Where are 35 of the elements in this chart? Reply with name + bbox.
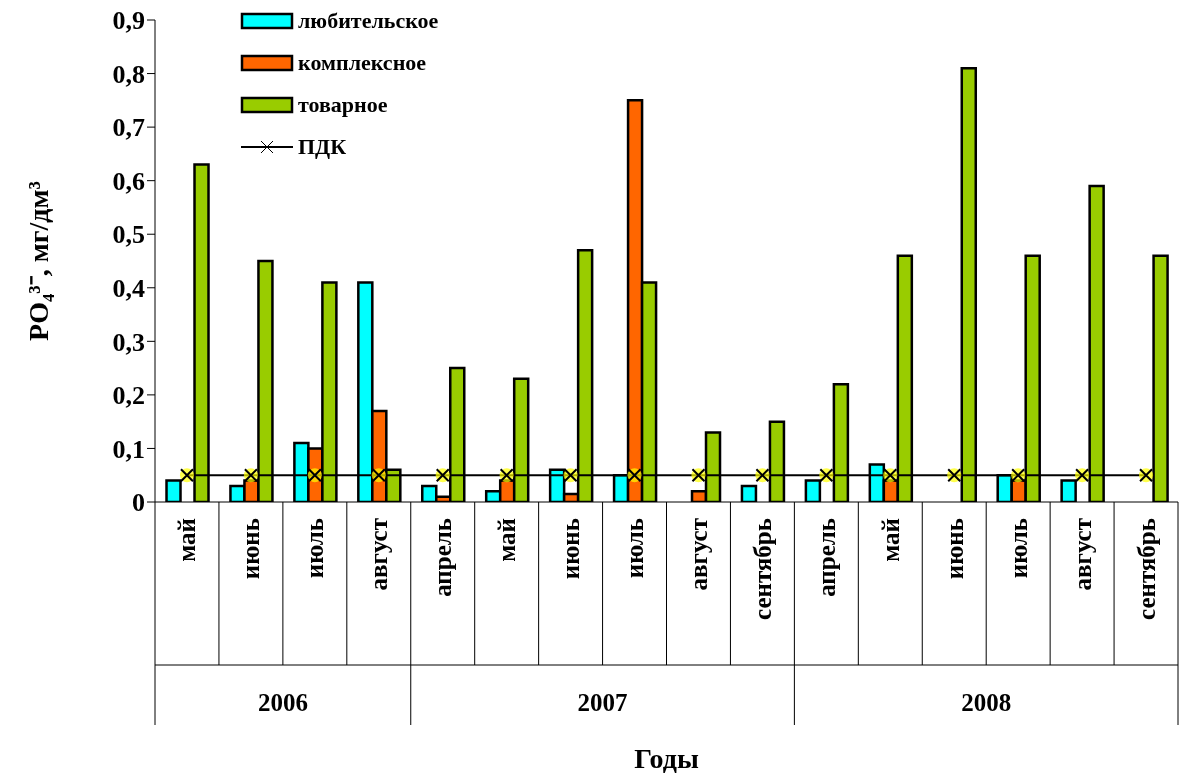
y-tick-label: 0: [132, 488, 145, 518]
y-tick-label: 0,9: [112, 6, 145, 36]
text: 2007: [577, 688, 628, 716]
x-tick-label: июль: [301, 518, 329, 579]
y-tick-label: 0,7: [112, 113, 145, 143]
x-tick-label: июль: [1004, 518, 1032, 579]
x-tick-label: апрель: [812, 518, 840, 597]
y-tick-label: 0,8: [112, 59, 145, 89]
x-tick-label: май: [493, 518, 521, 562]
y-tick-label: 0,3: [112, 327, 145, 357]
legend-label: комплексное: [298, 50, 427, 76]
x-axis-title: Годы: [634, 742, 699, 774]
x-tick-label: июнь: [237, 518, 265, 580]
x-tick-label: апрель: [429, 518, 457, 597]
x-tick-label: май: [876, 518, 904, 562]
x-tick-label: сентябрь: [748, 518, 776, 621]
x-tick-label: июль: [621, 518, 649, 579]
y-tick-label: 0,6: [112, 166, 145, 196]
y-axis-title: PO₄³⁻, мг/дм³: [22, 181, 54, 341]
x-tick-label: август: [1068, 518, 1096, 591]
x-tick-label: май: [173, 518, 201, 562]
x-tick-label: сентябрь: [1132, 518, 1160, 621]
x-tick-label: июнь: [940, 518, 968, 580]
legend-label: товарное: [298, 92, 388, 118]
text: 2006: [257, 688, 308, 716]
text: 2008: [961, 688, 1012, 716]
legend-label: любительское: [298, 8, 439, 34]
y-tick-label: 0,5: [112, 220, 145, 250]
y-tick-label: 0,1: [112, 434, 145, 464]
y-tick-label: 0,2: [112, 381, 145, 411]
x-tick-label: июнь: [557, 518, 585, 580]
x-tick-label: август: [684, 518, 712, 591]
x-tick-label: август: [365, 518, 393, 591]
legend-label: ПДК: [298, 134, 347, 160]
y-tick-label: 0,4: [112, 274, 145, 304]
